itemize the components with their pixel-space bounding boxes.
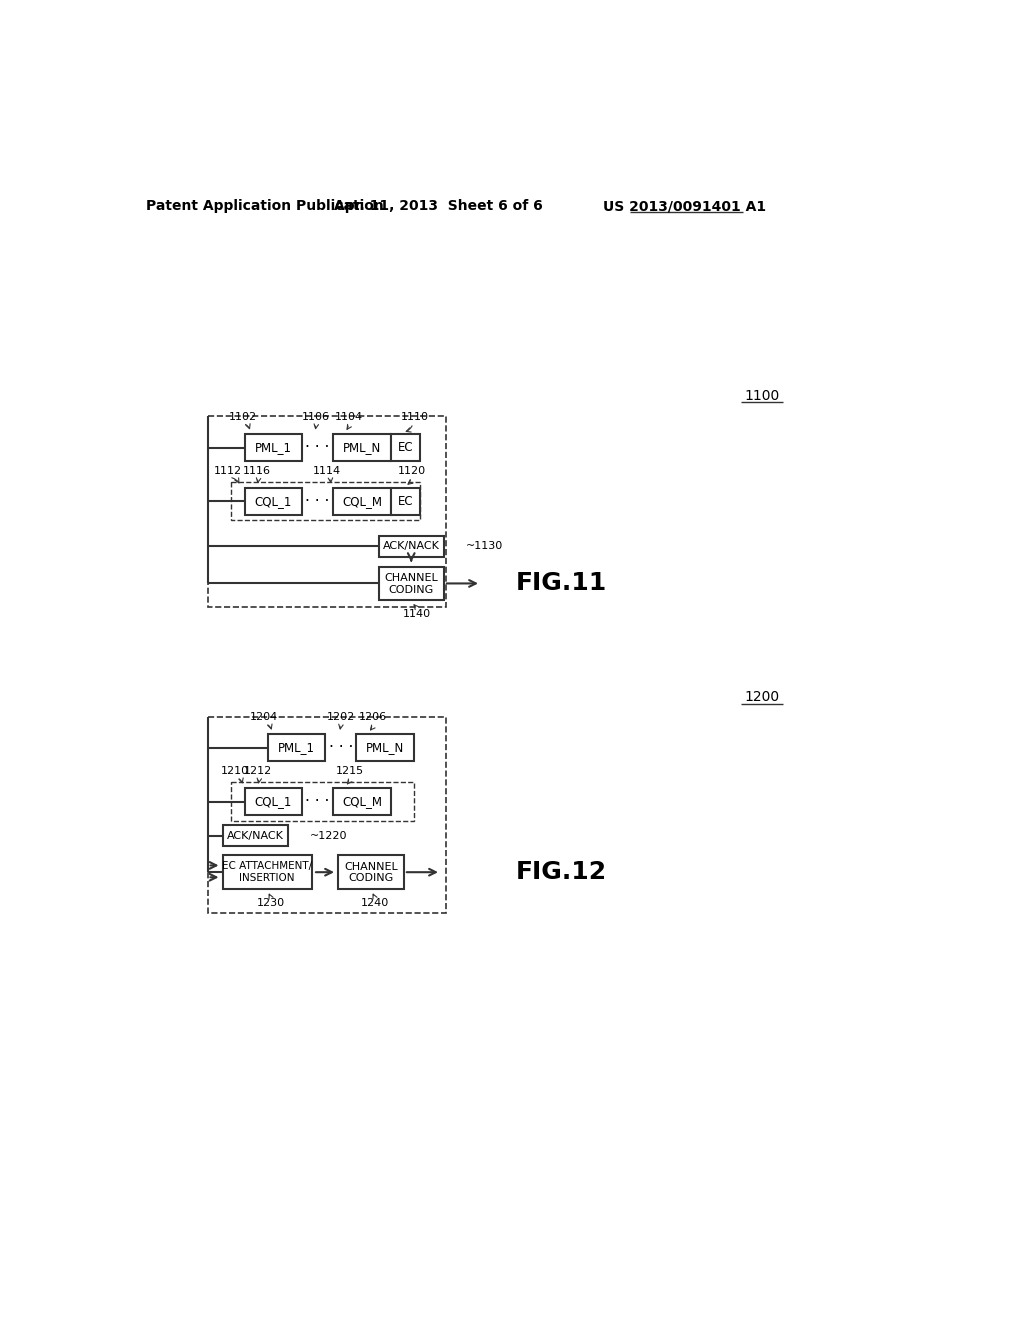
Text: 1112: 1112 — [214, 466, 242, 477]
Bar — [333, 434, 391, 461]
Text: 1240: 1240 — [360, 898, 389, 908]
Bar — [208, 717, 446, 913]
Text: 1200: 1200 — [744, 690, 779, 705]
Bar — [339, 855, 403, 890]
Bar — [333, 788, 391, 816]
Text: CQL_1: CQL_1 — [255, 495, 292, 508]
Text: 1215: 1215 — [336, 767, 365, 776]
Bar — [379, 536, 444, 557]
Text: 1114: 1114 — [313, 466, 341, 477]
Bar — [391, 488, 420, 515]
Bar — [230, 781, 414, 821]
Text: Patent Application Publication: Patent Application Publication — [146, 199, 384, 213]
Bar — [245, 434, 302, 461]
Text: 1206: 1206 — [359, 713, 387, 722]
Text: ACK/NACK: ACK/NACK — [227, 830, 284, 841]
Text: US 2013/0091401 A1: US 2013/0091401 A1 — [603, 199, 767, 213]
Text: CQL_1: CQL_1 — [255, 795, 292, 808]
Text: PML_1: PML_1 — [278, 742, 315, 754]
Text: 1110: 1110 — [400, 412, 429, 422]
Text: CQL_M: CQL_M — [342, 795, 382, 808]
Text: PML_1: PML_1 — [255, 441, 292, 454]
Text: 1116: 1116 — [243, 466, 270, 477]
Text: · · ·: · · · — [305, 494, 330, 510]
Text: 1212: 1212 — [245, 767, 272, 776]
Text: CHANNEL: CHANNEL — [384, 573, 438, 583]
Bar — [267, 734, 326, 762]
Bar — [356, 734, 414, 762]
Bar — [208, 416, 446, 607]
Bar — [223, 855, 311, 890]
Bar — [333, 488, 391, 515]
Text: EC: EC — [397, 495, 414, 508]
Text: ACK/NACK: ACK/NACK — [383, 541, 439, 552]
Text: 1230: 1230 — [257, 898, 285, 908]
Text: CODING: CODING — [348, 874, 394, 883]
Text: FIG.12: FIG.12 — [516, 861, 607, 884]
Bar — [230, 482, 420, 520]
Text: · · ·: · · · — [329, 741, 353, 755]
Text: CHANNEL: CHANNEL — [344, 862, 398, 871]
Text: CQL_M: CQL_M — [342, 495, 382, 508]
Text: · · ·: · · · — [305, 440, 330, 455]
Text: 1100: 1100 — [744, 388, 779, 403]
Text: ~1220: ~1220 — [310, 830, 347, 841]
Bar — [391, 434, 420, 461]
Bar — [245, 788, 302, 816]
Bar — [223, 825, 289, 846]
Text: 1140: 1140 — [403, 610, 431, 619]
Text: Apr. 11, 2013  Sheet 6 of 6: Apr. 11, 2013 Sheet 6 of 6 — [334, 199, 543, 213]
Text: 1204: 1204 — [250, 713, 278, 722]
Text: 1120: 1120 — [398, 466, 426, 477]
Text: ~1130: ~1130 — [466, 541, 503, 552]
Text: EC: EC — [397, 441, 414, 454]
Bar — [379, 566, 444, 601]
Text: · · ·: · · · — [305, 795, 330, 809]
Text: 1106: 1106 — [302, 412, 330, 422]
Text: 1102: 1102 — [229, 412, 257, 422]
Text: EC ATTACHMENT/: EC ATTACHMENT/ — [222, 861, 312, 871]
Text: PML_N: PML_N — [343, 441, 381, 454]
Text: CODING: CODING — [388, 585, 434, 594]
Bar — [245, 488, 302, 515]
Text: 1104: 1104 — [335, 412, 362, 422]
Text: INSERTION: INSERTION — [240, 874, 295, 883]
Text: 1210: 1210 — [221, 767, 249, 776]
Text: PML_N: PML_N — [366, 742, 404, 754]
Text: 1202: 1202 — [327, 713, 355, 722]
Text: FIG.11: FIG.11 — [516, 572, 607, 595]
